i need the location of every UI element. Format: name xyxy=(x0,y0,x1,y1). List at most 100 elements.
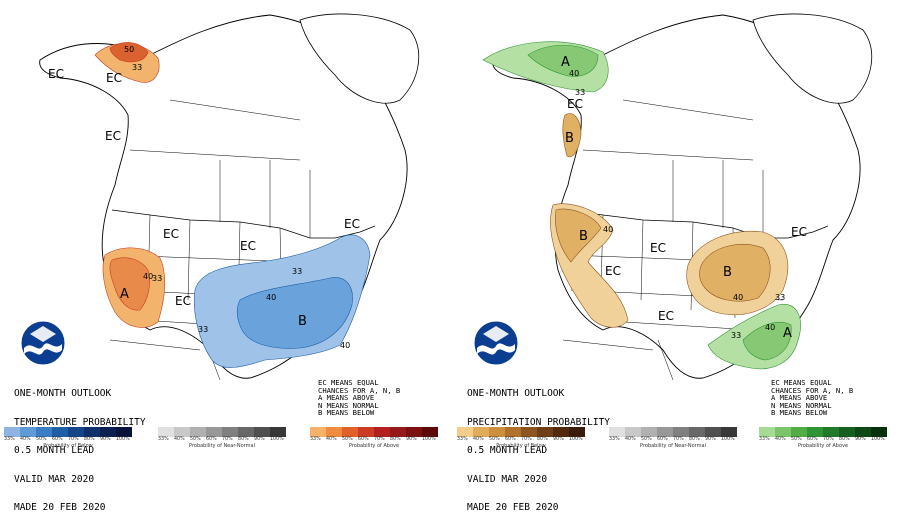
scale-swatch xyxy=(68,427,84,437)
scale-near-normal: 33% 40% 50% 60% 70% 80% 90% 100% Probability of… xyxy=(609,427,737,451)
precipitation-outlook-panel: EC EC EC EC EC A A B B B 40 33 40 40 33 … xyxy=(453,0,905,512)
scale-swatch xyxy=(174,427,190,437)
scale-tick-label: 40% xyxy=(20,437,31,442)
label-ec: EC xyxy=(106,71,122,85)
scale-swatch xyxy=(36,427,52,437)
scale-above: 33% 40% 50% 60% 70% 80% 90% 100% Probability of… xyxy=(310,427,438,451)
scale-tick-label: 70% xyxy=(222,437,233,442)
label-below: B xyxy=(298,314,307,329)
legend-line: CHANCES FOR A, N, B xyxy=(771,385,854,395)
scale-tick-label: 100% xyxy=(270,437,284,442)
scale-tick-label: 40% xyxy=(174,437,185,442)
contour-label: 33 xyxy=(152,274,162,283)
legend-note: EC MEANS EQUAL CHANCES FOR A, N, B A MEA… xyxy=(771,379,853,417)
label-ec: EC xyxy=(791,225,807,239)
scale-swatch xyxy=(553,427,569,437)
contour-label: 40 xyxy=(569,69,579,78)
scale-swatch xyxy=(4,427,20,437)
scale-tick-label: 60% xyxy=(206,437,217,442)
scale-near-normal: 33% 40% 50% 60% 70% 80% 90% 100% Probability of… xyxy=(158,427,286,451)
scale-tick-label: 60% xyxy=(52,437,63,442)
scale-tick-label: 33% xyxy=(759,437,770,442)
scale-swatch xyxy=(537,427,553,437)
title-line: 0.5 MONTH LEAD xyxy=(14,445,95,456)
label-above: A xyxy=(120,287,129,302)
scale-tick-label: 50% xyxy=(641,437,652,442)
title-line: MADE 20 FEB 2020 xyxy=(14,502,106,513)
scale-swatch xyxy=(807,427,823,437)
scale-swatch xyxy=(823,427,839,437)
label-above: A xyxy=(561,55,570,70)
scale-swatch xyxy=(689,427,705,437)
scale-tick-label: 90% xyxy=(254,437,265,442)
scale-swatch xyxy=(100,427,116,437)
scale-swatch xyxy=(521,427,537,437)
scale-swatch xyxy=(657,427,673,437)
scale-label: Probability of Near-Normal xyxy=(189,443,255,449)
scale-swatch xyxy=(457,427,473,437)
scale-swatch xyxy=(641,427,657,437)
contour-label: 40 xyxy=(765,323,775,332)
label-ec: EC xyxy=(175,294,191,308)
scale-tick-label: 60% xyxy=(657,437,668,442)
label-ec: EC xyxy=(48,67,64,81)
legend-line: N MEANS NORMAL xyxy=(771,400,832,410)
scale-label: Probability of Near-Normal xyxy=(640,443,706,449)
below-normal-40-region xyxy=(236,277,353,349)
contour-label: 33 xyxy=(575,88,585,97)
scale-swatch xyxy=(569,427,585,437)
scale-tick-label: 100% xyxy=(422,437,436,442)
contour-label: 33 xyxy=(198,325,208,334)
title-line: MADE 20 FEB 2020 xyxy=(467,502,559,513)
scale-tick-label: 40% xyxy=(473,437,484,442)
title-line: TEMPERATURE PROBABILITY xyxy=(14,416,146,428)
scale-ticks: 33% 40% 50% 60% 70% 80% 90% 100% xyxy=(158,437,286,443)
scale-swatch xyxy=(839,427,855,437)
contour-label: 33 xyxy=(132,63,142,72)
temperature-outlook-panel: EC EC EC EC EC EC EC A B 40 33 50 33 40 … xyxy=(0,0,452,512)
title-line: PRECIPITATION PROBABILITY xyxy=(467,416,610,428)
scale-tick-label: 70% xyxy=(68,437,79,442)
scale-tick-label: 100% xyxy=(569,437,583,442)
scale-swatch xyxy=(625,427,641,437)
noaa-logo-icon xyxy=(473,320,519,366)
precipitation-outlook-map: EC EC EC EC EC A A B B B 40 33 40 40 33 … xyxy=(482,13,873,381)
scale-tick-label: 90% xyxy=(100,437,111,442)
scale-cells xyxy=(158,427,286,437)
scale-swatch xyxy=(190,427,206,437)
legend-line: EC MEANS EQUAL xyxy=(771,378,832,387)
below-normal-40-region-west xyxy=(555,208,602,263)
legend-line: CHANCES FOR A, N, B xyxy=(318,385,401,395)
scale-swatch xyxy=(20,427,36,437)
label-below: B xyxy=(579,229,588,244)
scale-tick-label: 80% xyxy=(84,437,95,442)
scale-swatch xyxy=(390,427,406,437)
scale-tick-label: 60% xyxy=(807,437,818,442)
scale-swatch xyxy=(855,427,871,437)
above-normal-40-region-west xyxy=(109,257,150,311)
scale-above: 33% 40% 50% 60% 70% 80% 90% 100% Probability of… xyxy=(759,427,887,451)
label-ec: EC xyxy=(105,129,121,143)
scale-tick-label: 70% xyxy=(823,437,834,442)
scale-swatch xyxy=(489,427,505,437)
label-above: A xyxy=(783,326,792,341)
scale-tick-label: 90% xyxy=(705,437,716,442)
scale-swatch xyxy=(721,427,737,437)
scale-swatch xyxy=(871,427,887,437)
scale-swatch xyxy=(158,427,174,437)
scale-tick-label: 80% xyxy=(238,437,249,442)
scale-swatch xyxy=(270,427,286,437)
scale-tick-label: 50% xyxy=(190,437,201,442)
temperature-outlook-map: EC EC EC EC EC EC EC A B 40 33 50 33 40 … xyxy=(39,13,420,381)
scale-swatch xyxy=(374,427,390,437)
scale-tick-label: 60% xyxy=(358,437,369,442)
legend-line: A MEANS ABOVE xyxy=(318,393,375,403)
scale-tick-label: 33% xyxy=(4,437,15,442)
scale-tick-label: 100% xyxy=(721,437,735,442)
legend-note: EC MEANS EQUAL CHANCES FOR A, N, B A MEA… xyxy=(318,379,400,417)
label-below: B xyxy=(565,131,574,146)
scale-tick-label: 50% xyxy=(791,437,802,442)
scale-tick-label: 50% xyxy=(342,437,353,442)
scale-cells xyxy=(310,427,438,437)
scale-swatch xyxy=(342,427,358,437)
